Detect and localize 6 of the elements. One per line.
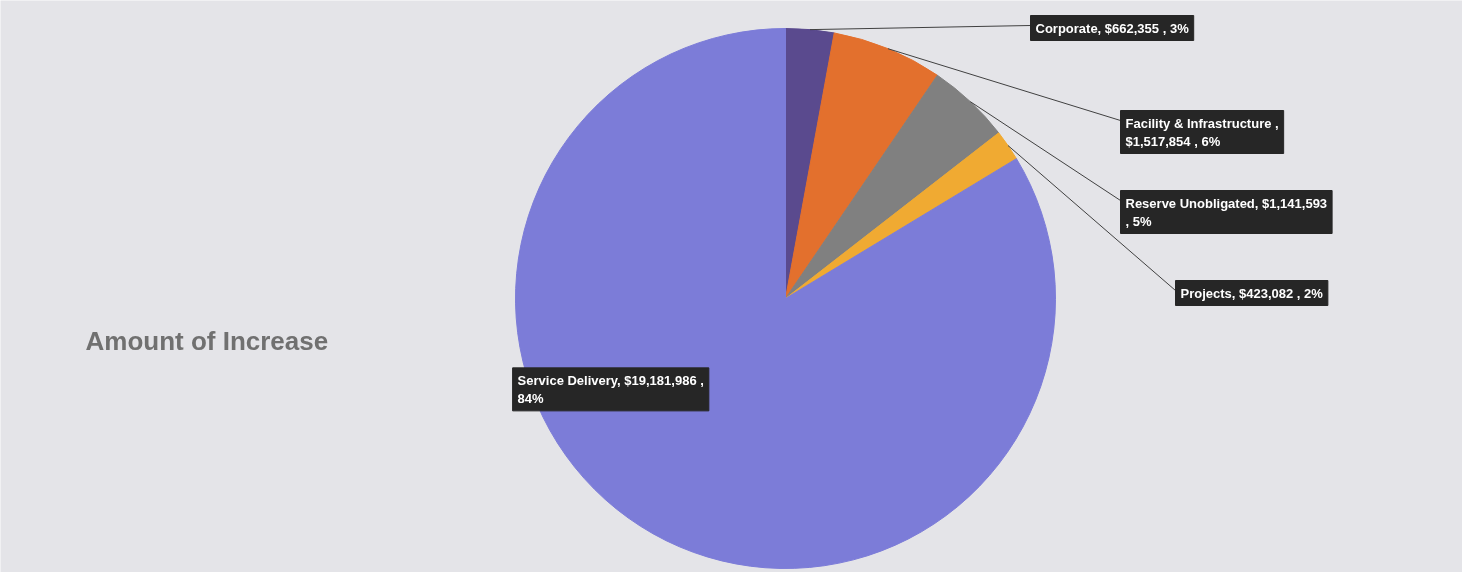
slice-label: Reserve Unobligated, $1,141,593 , 5% — [1125, 195, 1328, 229]
slice-label: Projects, $423,082 , 2% — [1180, 285, 1324, 301]
slice-label: Service Delivery, $19,181,986 , 84% — [517, 372, 704, 406]
text: Amount of Increase — [85, 325, 329, 356]
slice-label: Corporate, $662,355 , 3% — [1035, 20, 1190, 36]
slice-label: Facility & Infrastructure , $1,517,854 , 6% — [1125, 115, 1279, 149]
